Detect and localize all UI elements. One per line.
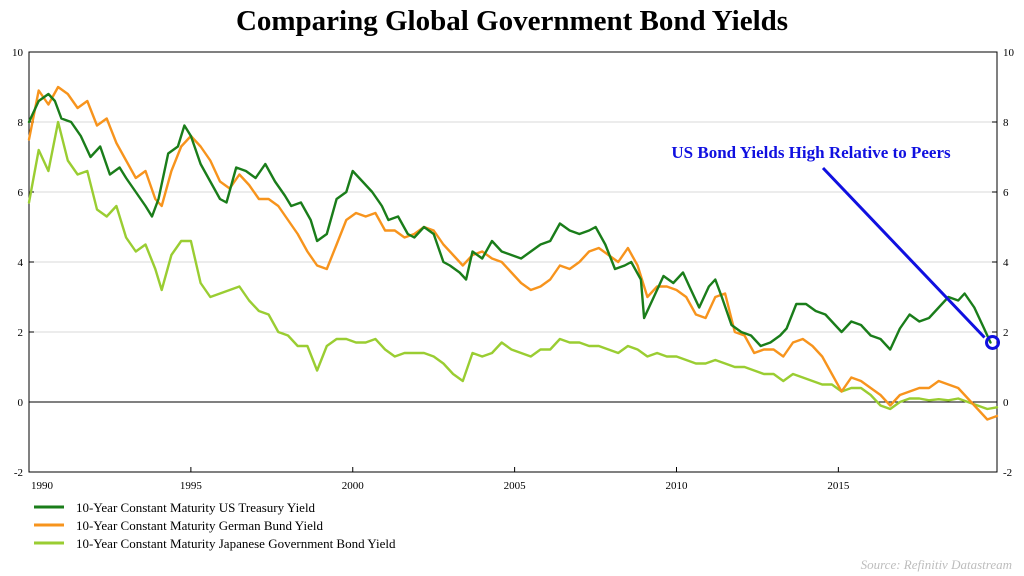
series-line-3 [27,120,999,411]
y-tick-label: 6 [1003,187,1009,199]
annotation: US Bond Yields High Relative to Peers [671,143,1001,350]
series-line-1 [27,92,992,351]
x-tick-label: 1990 [31,480,54,492]
y-tick-label: 0 [1003,397,1009,409]
y-tick-label: 10 [1003,47,1015,59]
x-tick-label: 1995 [180,480,203,492]
annotation-arrow [821,166,986,339]
source-note: Source: Refinitiv Datastream [861,557,1012,572]
x-tick-label: 2000 [342,480,365,492]
legend: 10-Year Constant Maturity US Treasury Yi… [34,500,396,551]
y-tick-label: -2 [14,467,23,479]
x-tick-label: 2005 [504,480,527,492]
y-tick-label: 4 [18,257,24,269]
legend-label: 10-Year Constant Maturity US Treasury Yi… [76,500,316,515]
y-tick-label: 8 [18,117,24,129]
y-tick-label: 8 [1003,117,1009,129]
y-tick-label: 10 [12,47,24,59]
annotation-marker [985,335,1001,350]
legend-label: 10-Year Constant Maturity Japanese Gover… [76,536,396,551]
legend-label: 10-Year Constant Maturity German Bund Yi… [76,518,323,533]
y-tick-label: -2 [1003,467,1012,479]
chart-title: Comparing Global Government Bond Yields [236,5,788,37]
y-axis-right: -2 0 2 4 6 8 10 [992,47,1015,479]
y-tick-label: 2 [18,327,24,339]
x-tick-label: 2015 [827,480,850,492]
y-tick-label: 0 [18,397,24,409]
annotation-text: US Bond Yields High Relative to Peers [671,143,951,162]
y-tick-label: 4 [1003,257,1009,269]
x-tick-label: 2010 [665,480,688,492]
y-tick-label: 2 [1003,327,1009,339]
y-tick-label: 6 [18,187,24,199]
series-lines [27,85,999,421]
series-line-2 [27,85,999,421]
x-axis: 1990 1995 2000 2005 2010 2015 [28,467,850,492]
y-axis-left: -2 0 2 4 6 8 10 [12,47,34,479]
grid-lines [29,121,997,333]
